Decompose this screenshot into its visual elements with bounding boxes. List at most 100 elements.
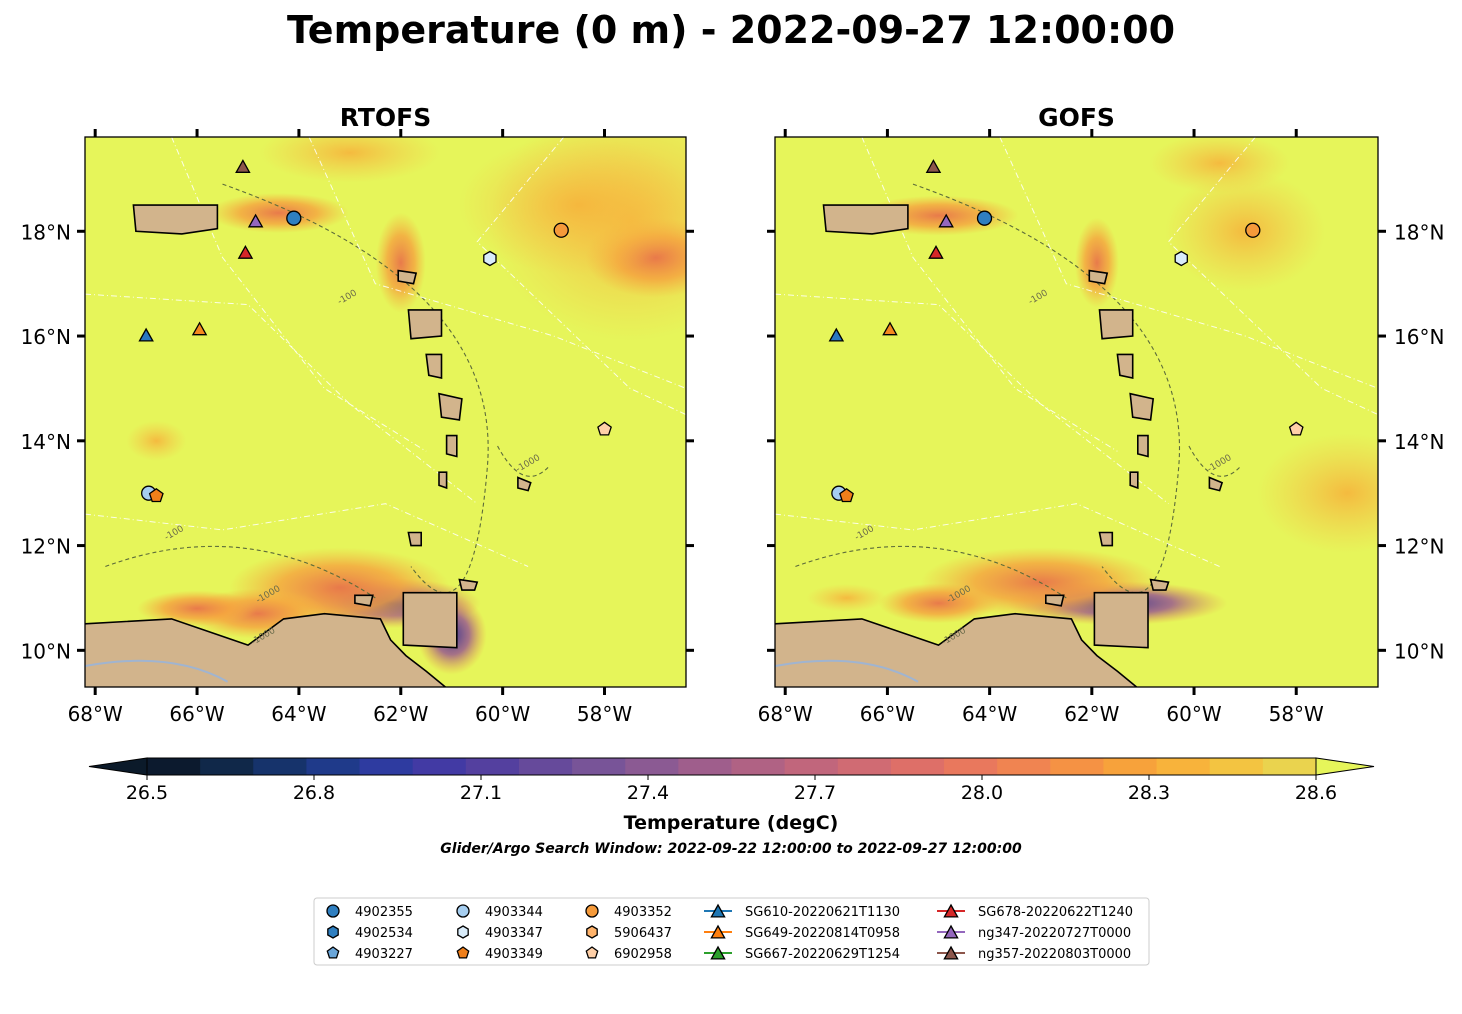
colorbar-tick-label: 26.8 — [293, 782, 335, 804]
colorbar-band — [359, 758, 414, 775]
legend-entry: 4903227 — [326, 946, 413, 962]
island — [1208, 476, 1224, 492]
marker-SG678-20220622T1240 — [237, 244, 254, 259]
legend-label: 4903349 — [485, 947, 543, 962]
legend-label: 6902958 — [614, 947, 672, 962]
bathymetry-contour — [105, 545, 376, 599]
legend-marker — [943, 903, 959, 918]
lat-tick-label: 14°N — [21, 430, 71, 454]
island — [425, 353, 443, 379]
legend-entry: 4903349 — [456, 946, 543, 962]
marker-ng347-20220727T0000 — [938, 213, 954, 228]
temperature-anomaly — [1165, 171, 1326, 292]
marker-4902355 — [976, 210, 993, 226]
legend-entry: 4903347 — [457, 925, 543, 941]
lon-tick-label: 68°W — [68, 702, 123, 726]
bathymetry-contour — [795, 545, 1067, 599]
legend-marker — [585, 946, 599, 959]
island — [1088, 269, 1109, 285]
eez-boundary — [85, 293, 478, 505]
temperature-anomaly — [1257, 433, 1378, 554]
colorbar-band — [731, 758, 786, 775]
lon-tick-label: 64°W — [962, 702, 1017, 726]
temperature-anomaly — [1074, 217, 1119, 308]
legend-marker — [456, 946, 470, 959]
river — [85, 659, 229, 683]
lon-tick-label: 58°W — [577, 702, 632, 726]
lon-tick-label: 60°W — [475, 702, 530, 726]
colorbar-band — [997, 758, 1051, 775]
island — [407, 309, 443, 340]
island — [822, 204, 909, 235]
mainland — [85, 612, 447, 687]
legend-label: 4902534 — [355, 926, 413, 941]
legend-label: SG649-20220814T0958 — [745, 926, 900, 941]
eez-boundary — [308, 137, 686, 389]
colorbar-extend-low — [88, 757, 148, 776]
legend-marker — [326, 904, 340, 918]
colorbar-tick-label: 27.4 — [627, 782, 669, 804]
temperature-anomaly — [126, 420, 187, 461]
temperature-anomaly — [208, 192, 349, 233]
legend-entry: 6902958 — [585, 946, 672, 962]
legend-entry: 5906437 — [586, 925, 672, 941]
marker-SG610-20220621T1130 — [138, 327, 154, 342]
island — [1093, 591, 1149, 649]
island — [1098, 309, 1134, 340]
colorbar-band — [837, 758, 892, 775]
colorbar-band — [1262, 758, 1317, 775]
legend-entry: ng347-20220727T0000 — [937, 924, 1131, 941]
lon-tick-label: 60°W — [1166, 702, 1221, 726]
marker-4903347 — [483, 250, 497, 267]
island — [1098, 531, 1114, 547]
colorbar-label: Temperature (degC) — [624, 812, 839, 834]
legend-label: ng347-20220727T0000 — [978, 926, 1131, 941]
marker-SG678-20220622T1240 — [928, 244, 944, 259]
lon-tick-label: 62°W — [1064, 702, 1119, 726]
legend-marker — [327, 925, 339, 939]
legend-label: 4903227 — [355, 947, 413, 962]
temperature-anomaly — [375, 212, 426, 313]
colorbar-band — [1209, 758, 1264, 775]
island — [402, 591, 458, 649]
marker-ng357-20220803T0000 — [235, 159, 251, 173]
eez-boundary — [476, 137, 686, 416]
legend-entry: SG649-20220814T0958 — [704, 924, 900, 941]
island — [354, 594, 374, 607]
temperature-anomaly — [1149, 137, 1290, 194]
marker-SG649-20220814T0958 — [882, 321, 898, 336]
legend-marker — [457, 925, 469, 939]
colorbar-band — [253, 758, 308, 775]
island — [445, 434, 458, 458]
eez-boundary — [999, 137, 1378, 389]
legend-marker — [943, 924, 959, 939]
eez-boundary — [775, 293, 1169, 505]
lon-tick-label: 68°W — [758, 702, 813, 726]
search-window-note: Glider/Argo Search Window: 2022-09-22 12… — [440, 841, 1022, 857]
temperature-anomaly — [806, 583, 887, 612]
marker-4903347 — [1174, 250, 1188, 267]
lat-tick-label: 16°N — [21, 325, 71, 349]
colorbar-tick-label: 27.1 — [460, 782, 502, 804]
marker-4903349 — [839, 487, 854, 503]
bathymetry-contour — [497, 445, 549, 477]
island — [1129, 392, 1155, 421]
colorbar: 26.5 26.8 27.1 27.4 27.7 28.0 28.3 28.6 — [88, 757, 1375, 804]
lat-tick-label: 18°N — [21, 220, 71, 244]
legend-marker — [585, 904, 599, 918]
lat-tick-label: 14°N — [1394, 430, 1444, 454]
colorbar-band — [625, 758, 679, 775]
lat-tick-label: 18°N — [1394, 220, 1444, 244]
colorbar-tick-label: 28.6 — [1295, 782, 1337, 804]
eez-boundary — [1167, 137, 1378, 416]
lon-tick-label: 62°W — [373, 702, 428, 726]
island — [1045, 594, 1065, 607]
island — [407, 531, 423, 547]
lat-tick-label: 12°N — [1394, 535, 1444, 559]
colorbar-band — [518, 758, 573, 775]
colorbar-frame — [146, 757, 1317, 776]
colorbar-tick-label: 28.3 — [1128, 782, 1170, 804]
colorbar-band — [1156, 758, 1211, 775]
island — [458, 578, 479, 591]
